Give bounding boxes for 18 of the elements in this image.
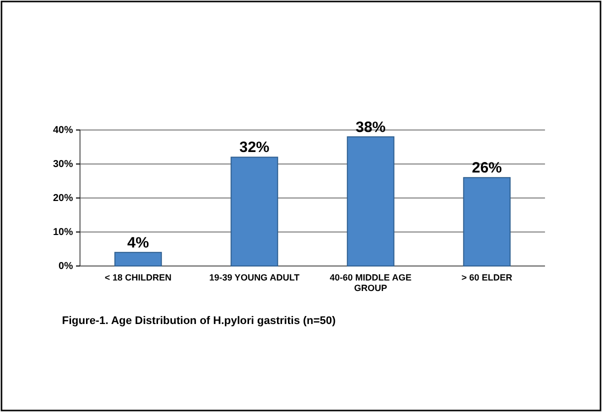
bar [230, 156, 278, 266]
x-tick-label: 40-60 MIDDLE AGE GROUP [330, 272, 412, 294]
y-tick-label: 40% [52, 125, 74, 136]
bar [463, 177, 511, 266]
data-label: 32% [239, 139, 270, 156]
x-tick-label: < 18 CHILDREN [104, 272, 172, 283]
data-label: 4% [127, 234, 149, 252]
text: Figure-1. Age Distribution of H.pylori gastritis (n=50) [62, 315, 336, 327]
y-tick-label: 10% [52, 227, 74, 238]
x-tick-label: > 60 ELDER [461, 272, 513, 283]
bar [346, 136, 394, 266]
y-tick-label: 0% [58, 261, 74, 272]
bar [114, 252, 162, 266]
data-label: 38% [356, 118, 386, 136]
y-tick-label: 20% [52, 193, 74, 204]
data-label: 26% [472, 160, 502, 177]
y-tick-label: 30% [52, 159, 74, 170]
x-tick-label: 19-39 YOUNG ADULT [209, 272, 300, 283]
